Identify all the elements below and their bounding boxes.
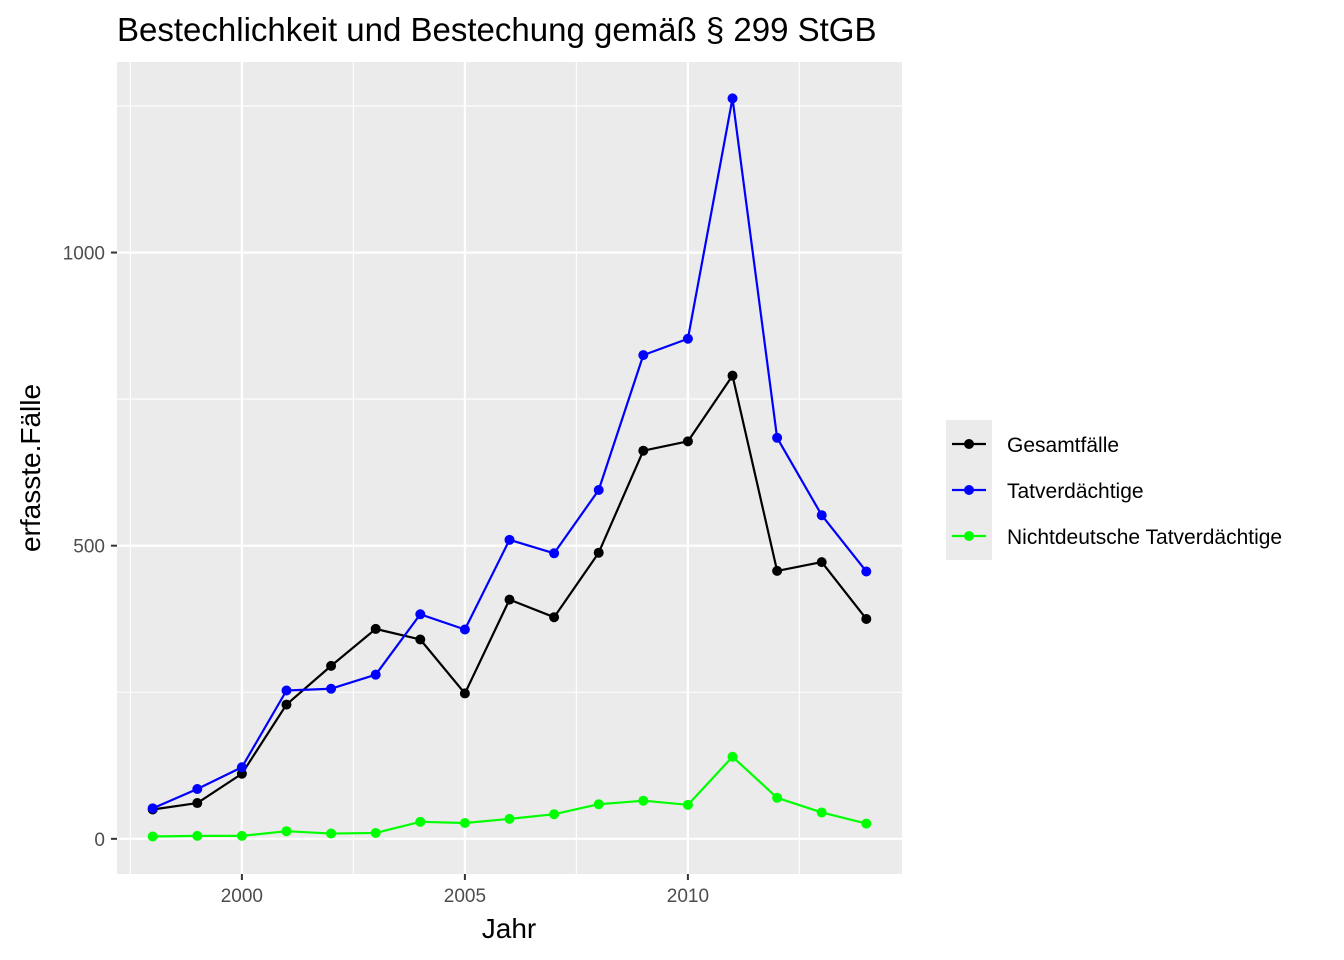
data-point <box>549 612 560 623</box>
legend-label: Tatverdächtige <box>1007 480 1144 503</box>
data-point <box>459 688 470 699</box>
data-point <box>772 565 783 576</box>
x-tick-label: 2010 <box>667 886 709 907</box>
legend-item: Tatverdächtige <box>952 480 1144 503</box>
data-point <box>415 609 426 620</box>
data-point <box>192 798 203 809</box>
data-point <box>192 783 203 794</box>
legend-key-point <box>964 485 974 495</box>
data-point <box>504 594 515 605</box>
data-point <box>370 827 381 838</box>
minor-gridlines <box>117 62 902 874</box>
data-point <box>504 813 515 824</box>
x-axis-title: Jahr <box>482 913 536 944</box>
data-point <box>147 831 158 842</box>
y-tick-label: 0 <box>94 830 105 851</box>
data-point <box>326 660 337 671</box>
legend-item: Nichtdeutsche Tatverdächtige <box>952 526 1282 549</box>
data-point <box>638 795 649 806</box>
data-point <box>593 799 604 810</box>
legend-label: Gesamtfälle <box>1007 434 1119 457</box>
data-point <box>727 370 738 381</box>
data-point <box>236 830 247 841</box>
data-point <box>415 634 426 645</box>
data-point <box>861 566 872 577</box>
legend-label: Nichtdeutsche Tatverdächtige <box>1007 526 1282 549</box>
data-point <box>192 830 203 841</box>
data-point <box>727 93 738 104</box>
data-point <box>281 685 292 696</box>
data-point <box>459 624 470 635</box>
data-point <box>370 623 381 634</box>
data-point <box>727 751 738 762</box>
data-point <box>593 484 604 495</box>
y-axis: 0 500 1000 <box>63 244 117 851</box>
data-point <box>638 350 649 361</box>
series-3 <box>147 751 872 842</box>
chart-title: Bestechlichkeit und Bestechung gemäß § 2… <box>117 11 876 48</box>
data-point <box>682 436 693 447</box>
x-tick-label: 2000 <box>221 886 263 907</box>
series-layer <box>147 93 872 842</box>
data-point <box>772 432 783 443</box>
legend-key-point <box>964 439 974 449</box>
legend-key-point <box>964 531 974 541</box>
data-point <box>504 534 515 545</box>
data-point <box>549 809 560 820</box>
y-tick-label: 1000 <box>63 244 105 265</box>
data-point <box>682 799 693 810</box>
x-tick-label: 2005 <box>444 886 486 907</box>
data-point <box>281 826 292 837</box>
data-point <box>638 445 649 456</box>
series-2 <box>147 93 872 814</box>
data-point <box>326 828 337 839</box>
legend-item: Gesamtfälle <box>952 434 1119 457</box>
data-point <box>370 669 381 680</box>
data-point <box>281 699 292 710</box>
data-point <box>861 613 872 624</box>
data-point <box>236 762 247 773</box>
data-point <box>459 817 470 828</box>
legend: Gesamtfälle Tatverdächtige Nichtdeutsche T… <box>946 420 1282 560</box>
x-axis: 2000 2005 2010 <box>221 874 709 907</box>
data-point <box>816 807 827 818</box>
data-point <box>593 547 604 558</box>
data-point <box>772 792 783 803</box>
plot-panel <box>117 62 902 874</box>
data-point <box>549 548 560 559</box>
data-point <box>326 683 337 694</box>
data-point <box>816 510 827 521</box>
data-point <box>147 803 158 814</box>
data-point <box>816 557 827 568</box>
series-1 <box>147 370 872 815</box>
data-point <box>682 333 693 344</box>
y-tick-label: 500 <box>73 537 105 558</box>
y-axis-title: erfasste.Fälle <box>15 384 46 552</box>
data-point <box>415 816 426 827</box>
data-point <box>861 818 872 829</box>
